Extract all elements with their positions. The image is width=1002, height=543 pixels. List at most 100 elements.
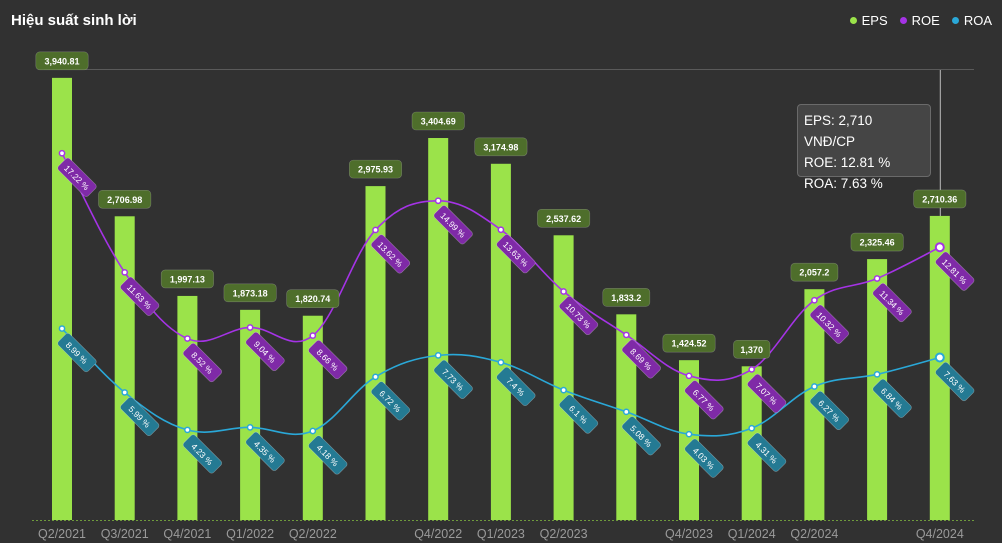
roe-label-badge — [370, 234, 411, 274]
roe-label-badge — [684, 380, 724, 420]
roe-point — [811, 296, 818, 304]
roa-point — [309, 427, 317, 435]
roa-point — [622, 408, 630, 416]
x-tick-label: Q3/2021 — [101, 527, 149, 541]
eps-bar — [553, 235, 574, 520]
roa-label-badge — [747, 432, 787, 472]
eps-label-badge — [348, 159, 402, 179]
roe-point — [497, 226, 505, 234]
tooltip-roe: ROE: 12.81 % — [804, 155, 891, 170]
eps-label-badge — [160, 269, 214, 289]
eps-label-text: 2,710.36 — [922, 194, 957, 204]
roa-label-badge — [935, 361, 975, 402]
roa-point — [685, 430, 693, 438]
roe-label-badge — [57, 157, 97, 197]
roa-data-label: 7.73 % — [433, 359, 473, 399]
roa-label-badge — [433, 359, 473, 399]
eps-label-text: 3,404.69 — [421, 117, 456, 127]
roe-point — [121, 268, 129, 276]
roa-label-badge — [621, 416, 661, 456]
roe-point — [560, 288, 567, 295]
roe-label-badge — [621, 339, 661, 379]
roa-label-badge — [559, 394, 599, 434]
x-tick-label: Q1/2024 — [728, 527, 776, 541]
x-tick-label: Q2/2022 — [289, 527, 337, 541]
eps-label-text: 2,975.93 — [358, 165, 393, 175]
roa-point — [58, 325, 66, 332]
roa-label-badge — [684, 438, 724, 478]
x-tick-label: Q2/2023 — [540, 527, 588, 541]
eps-label-badge — [35, 51, 89, 71]
roe-point — [372, 226, 379, 234]
roe-point — [622, 331, 630, 339]
roe-label-badge — [496, 234, 536, 274]
eps-data-label: 3,174.98 — [474, 137, 528, 157]
eps-bar — [365, 186, 386, 520]
eps-label-text: 1,424.52 — [671, 339, 706, 349]
eps-label-badge — [411, 111, 465, 131]
roe-data-label: 8.69 % — [621, 339, 661, 379]
roe-point — [309, 332, 317, 339]
x-tick-label: Q4/2024 — [916, 527, 964, 541]
eps-bar — [240, 309, 261, 520]
roa-point — [246, 424, 254, 431]
roa-point — [811, 383, 818, 390]
legend-item-eps[interactable]: EPS — [849, 13, 888, 28]
roa-data-label: 4.03 % — [684, 438, 724, 478]
eps-data-label: 1,997.13 — [160, 269, 214, 289]
eps-data-label: 2,975.93 — [348, 159, 402, 179]
roe-label-badge — [559, 295, 599, 336]
eps-bar — [490, 163, 511, 521]
roe-point — [58, 149, 66, 157]
roa-data-label: 6.27 % — [809, 390, 849, 431]
eps-data-label: 1,820.74 — [286, 289, 340, 309]
roe-data-label: 13.63 % — [496, 234, 536, 274]
eps-data-label: 3,404.69 — [411, 111, 465, 131]
roa-point — [560, 386, 567, 394]
eps-label-text: 2,057.2 — [799, 268, 829, 278]
roa-point — [934, 352, 945, 363]
roe-label-badge — [245, 331, 285, 372]
eps-bar — [428, 138, 449, 521]
roe-legend-dot — [899, 17, 907, 24]
roe-point — [184, 335, 191, 342]
eps-label-badge — [223, 283, 277, 303]
roe-point — [934, 242, 945, 253]
eps-label-text: 2,706.98 — [107, 195, 142, 205]
roa-label-badge — [120, 396, 160, 436]
roe-point — [434, 197, 442, 205]
eps-data-label: 1,424.52 — [662, 333, 716, 353]
roa-point — [497, 359, 505, 366]
eps-label-badge — [733, 339, 771, 359]
roa-label-badge — [182, 434, 222, 474]
roa-point — [184, 426, 191, 434]
roe-label-badge — [433, 205, 473, 245]
roe-label-badge — [182, 342, 222, 383]
legend-label-eps: EPS — [861, 13, 888, 28]
x-tick-label: Q4/2021 — [163, 527, 211, 541]
hover-tooltip: EPS: 2,710 VNĐ/CP ROE: 12.81 % ROA: 7.63… — [797, 104, 931, 191]
eps-label-badge — [537, 208, 591, 228]
roe-label-badge — [308, 340, 348, 380]
x-tick-label: Q4/2023 — [665, 527, 713, 541]
tooltip-roa: ROA: 7.63 % — [804, 176, 883, 191]
legend-item-roe[interactable]: ROE — [899, 13, 940, 28]
eps-data-label: 2,057.2 — [790, 262, 839, 282]
roe-point — [873, 275, 881, 282]
eps-data-label: 1,370 — [733, 339, 771, 359]
legend-item-roa[interactable]: ROA — [951, 13, 992, 28]
roa-label-badge — [57, 332, 97, 373]
eps-data-label: 2,706.98 — [98, 189, 152, 209]
eps-data-label: 1,873.18 — [223, 283, 277, 303]
eps-label-text: 1,873.18 — [233, 288, 268, 298]
roe-label-badge — [809, 304, 849, 344]
eps-label-badge — [98, 189, 152, 209]
roa-label-badge — [496, 366, 536, 406]
eps-label-text: 1,997.13 — [170, 274, 205, 284]
eps-label-text: 2,325.46 — [860, 238, 895, 248]
eps-label-badge — [286, 289, 340, 309]
eps-bar — [616, 314, 637, 520]
eps-label-text: 1,370 — [740, 345, 763, 355]
roa-legend-dot — [951, 17, 959, 24]
